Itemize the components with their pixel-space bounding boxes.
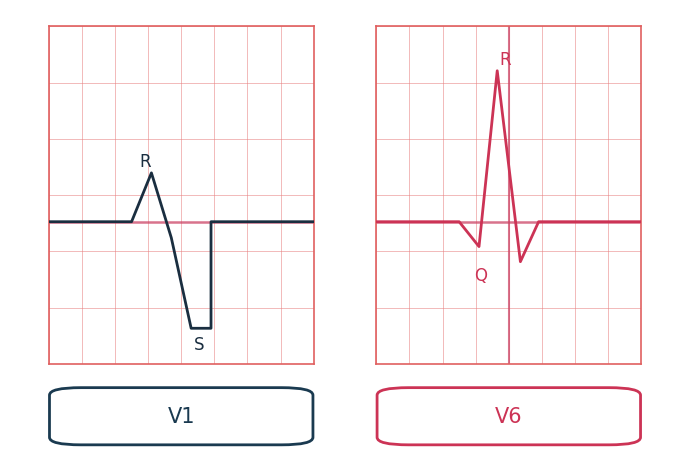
Text: V1: V1 (167, 406, 195, 426)
Text: Q: Q (474, 267, 487, 284)
Text: S: S (194, 336, 205, 354)
FancyBboxPatch shape (49, 388, 313, 445)
FancyBboxPatch shape (377, 388, 641, 445)
Text: R: R (500, 51, 512, 69)
Text: R: R (139, 153, 151, 171)
Text: V6: V6 (495, 406, 523, 426)
